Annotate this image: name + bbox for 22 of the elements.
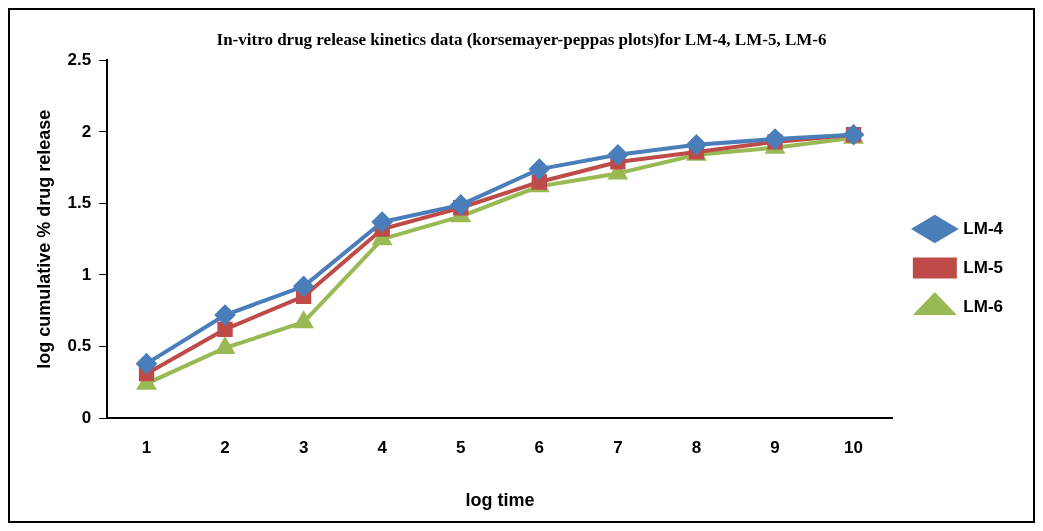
x-tick-label: 1 xyxy=(141,437,152,457)
y-tick-label: 2.5 xyxy=(67,50,92,70)
y-tick-label: 0.5 xyxy=(67,336,92,356)
legend-label: LM-5 xyxy=(963,257,1004,277)
x-tick-label: 10 xyxy=(844,437,864,457)
x-tick-label: 3 xyxy=(298,437,309,457)
y-tick-label: 1 xyxy=(81,264,92,284)
x-tick-label: 7 xyxy=(613,437,623,457)
y-tick-label: 1.5 xyxy=(67,193,92,213)
chart-title: In-vitro drug release kinetics data (korsemayer-peppas plots)for LM-4, LM-5, LM-6 xyxy=(216,29,827,49)
x-tick-label: 5 xyxy=(456,437,466,457)
legend-label: LM-4 xyxy=(963,218,1004,238)
x-tick-label: 4 xyxy=(377,437,388,457)
y-tick-label: 2 xyxy=(81,121,92,141)
x-axis-title: log time xyxy=(465,490,535,511)
x-tick-label: 9 xyxy=(770,437,780,457)
legend-label: LM-6 xyxy=(963,296,1004,316)
x-tick-label: 8 xyxy=(691,437,702,457)
x-tick-label: 6 xyxy=(534,437,545,457)
y-tick-label: 0 xyxy=(81,407,92,427)
x-tick-label: 2 xyxy=(220,437,230,457)
y-axis-title: log cumulative % drug release xyxy=(33,109,54,369)
